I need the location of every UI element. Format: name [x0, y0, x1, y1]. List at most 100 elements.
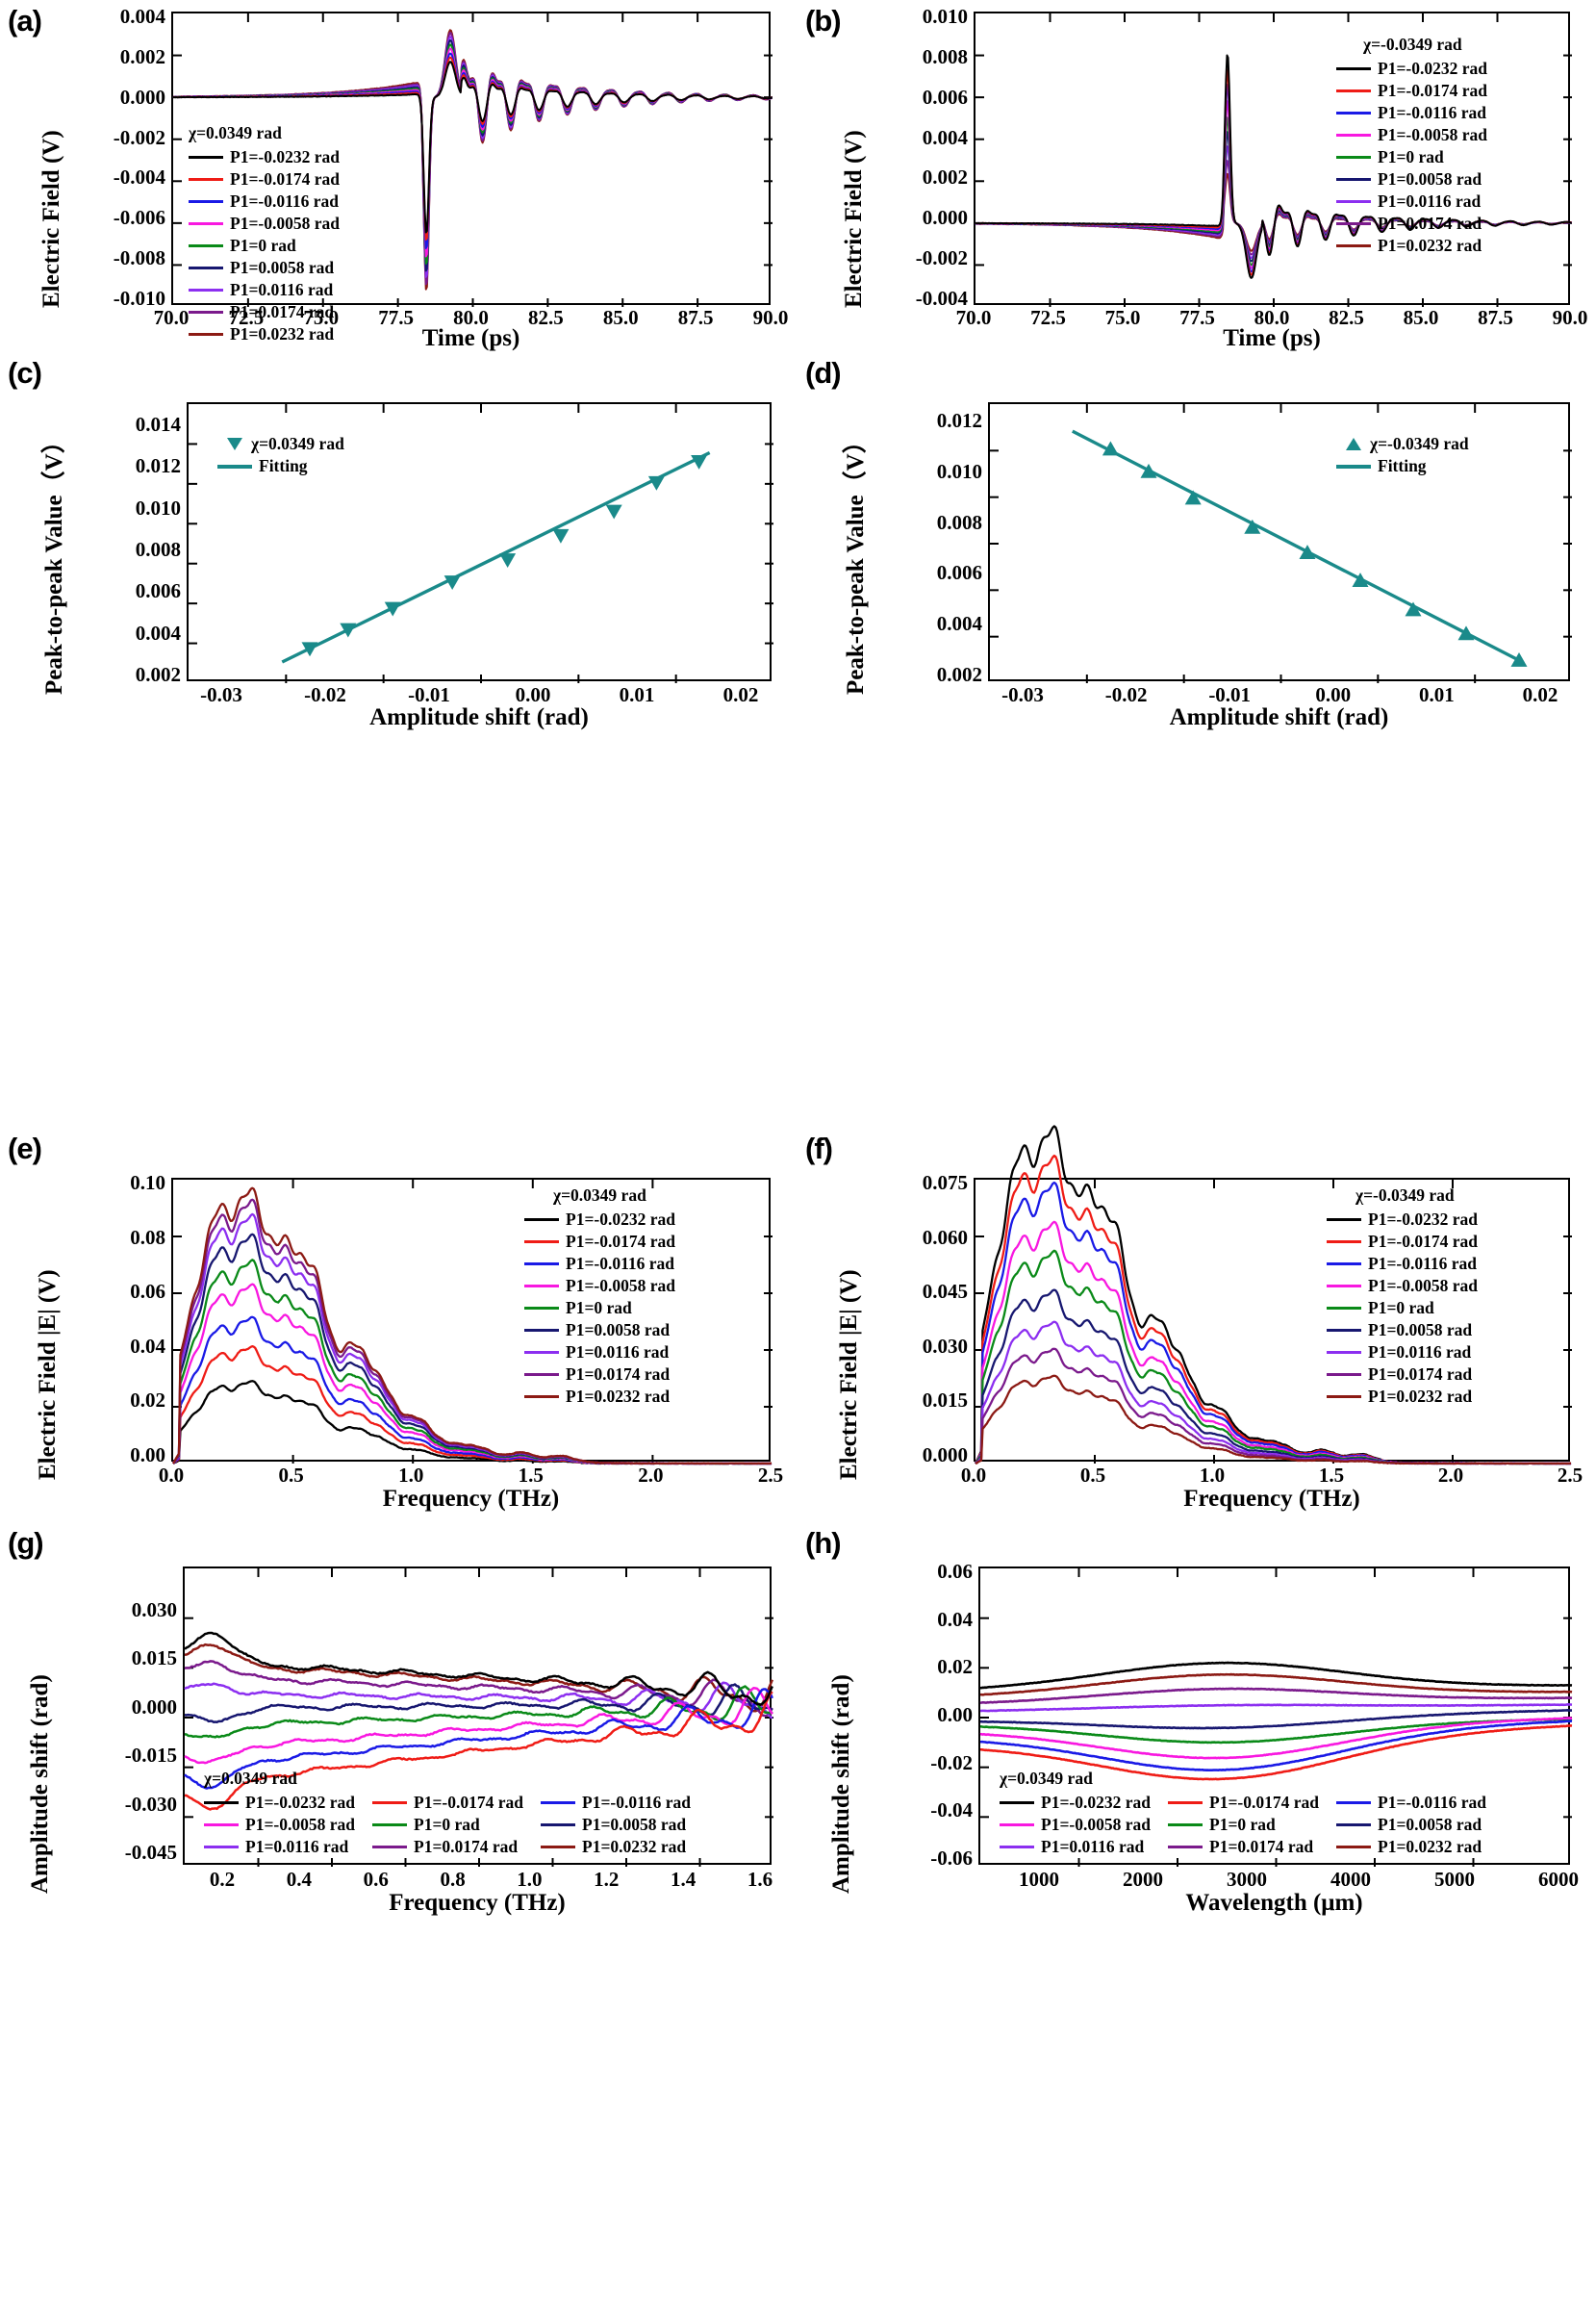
data-series-line — [979, 1687, 1573, 1705]
data-point-marker — [1140, 463, 1157, 478]
legend-color-swatch — [1168, 1800, 1203, 1805]
panel-c-label: (c) — [8, 356, 42, 390]
y-axis-tick-label: 0.006 — [922, 85, 968, 109]
panel-b-xlabel: Time (ps) — [1223, 325, 1321, 351]
legend-item-label: P1=0 rad — [230, 235, 296, 255]
panel-d-label: (d) — [805, 356, 842, 390]
x-axis-tick-label: 72.5 — [228, 306, 265, 329]
data-point-marker — [552, 528, 570, 544]
legend-item: P1=-0.0058 rad — [1327, 1275, 1478, 1297]
legend-color-swatch — [541, 1800, 575, 1805]
x-axis-tick-label: 0.8 — [440, 1868, 466, 1891]
data-series-line — [975, 1374, 1572, 1465]
data-series-line — [172, 1186, 773, 1465]
y-axis-tick-label: -0.06 — [930, 1847, 973, 1870]
panel-d-legend-label-data: χ=-0.0349 rad — [1370, 433, 1469, 453]
panel-c-legend-item-fit: Fitting — [217, 455, 344, 477]
panel-h: (h) Amplitude shift (rad) 0.06 0.04 0.02 0.… — [798, 1526, 1596, 1922]
panel-h-label: (h) — [805, 1526, 842, 1560]
x-axis-tick-label: 72.5 — [1030, 306, 1066, 329]
legend-item: P1=0.0232 rad — [541, 1836, 691, 1858]
x-axis-tick-label: 1.4 — [671, 1868, 697, 1891]
legend-item-label: P1=0.0116 rad — [1378, 191, 1482, 211]
legend-color-swatch — [524, 1239, 559, 1244]
panel-c-plot-frame — [187, 402, 773, 683]
x-axis-tick-label: 77.5 — [378, 306, 414, 329]
panel-f-label: (f) — [805, 1132, 833, 1165]
legend-color-swatch — [189, 155, 223, 160]
legend-item-label: P1=0.0232 rad — [1378, 235, 1482, 255]
x-axis-tick-label: 2000 — [1123, 1868, 1163, 1891]
legend-color-swatch — [1336, 89, 1371, 93]
x-axis-tick-label: 5000 — [1434, 1868, 1475, 1891]
y-axis-tick-label: -0.002 — [113, 125, 165, 149]
legend-item: P1=-0.0116 rad — [1336, 102, 1487, 124]
legend-color-swatch — [1327, 1394, 1361, 1399]
data-series-line — [975, 1181, 1572, 1465]
fit-line-swatch — [217, 464, 252, 469]
x-axis-tick-label: 90.0 — [1552, 306, 1588, 329]
x-axis-tick-label: -0.03 — [1001, 683, 1044, 706]
legend-item: P1=0.0116 rad — [204, 1836, 355, 1858]
legend-item-label: P1=0.0232 rad — [230, 323, 335, 344]
legend-item-label: P1=-0.0116 rad — [1378, 102, 1487, 122]
panel-d-legend-item-data: χ=-0.0349 rad — [1336, 433, 1469, 455]
legend-item: P1=-0.0058 rad — [189, 213, 340, 235]
y-axis-tick-label: 0.000 — [922, 1443, 968, 1466]
y-axis-tick-label: 0.004 — [135, 621, 181, 645]
panel-a-label: (a) — [8, 4, 42, 38]
legend-item-label: P1=-0.0174 rad — [1368, 1231, 1478, 1251]
x-axis-tick-label: 0.2 — [209, 1868, 236, 1891]
panel-d-plot-frame — [988, 402, 1572, 683]
legend-item: P1=0.0232 rad — [1336, 1836, 1486, 1858]
data-series-line — [172, 1283, 773, 1465]
legend-item-label: P1=-0.0232 rad — [1368, 1209, 1478, 1229]
down-triangle-marker-icon — [227, 438, 242, 450]
legend-color-swatch — [1336, 155, 1371, 160]
legend-item-label: P1=0.0116 rad — [1368, 1341, 1472, 1362]
legend-item: P1=0.0232 rad — [1336, 235, 1487, 257]
legend-item: P1=-0.0174 rad — [1336, 80, 1487, 102]
legend-color-swatch — [189, 332, 223, 337]
x-axis-tick-label: 0.00 — [1315, 683, 1352, 706]
panel-c-legend-item-data: χ=0.0349 rad — [217, 433, 344, 455]
legend-item: P1=0.0174 rad — [372, 1836, 523, 1858]
panel-f-chi-annotation: χ=-0.0349 rad — [1355, 1185, 1455, 1206]
legend-item-label: P1=-0.0174 rad — [230, 168, 340, 189]
legend-item: P1=-0.0232 rad — [204, 1792, 355, 1814]
legend-item-label: P1=0.0174 rad — [1378, 213, 1482, 233]
data-point-marker — [1510, 652, 1528, 667]
legend-color-swatch — [189, 288, 223, 293]
legend-color-swatch — [1336, 1822, 1371, 1827]
y-axis-tick-label: 0.10 — [130, 1171, 165, 1194]
legend-color-swatch — [1327, 1239, 1361, 1244]
panel-b-plot-frame — [974, 12, 1572, 307]
legend-item: P1=-0.0232 rad — [189, 146, 340, 168]
y-axis-tick-label: 0.008 — [936, 510, 982, 534]
y-axis-tick-label: -0.045 — [124, 1841, 177, 1864]
panel-d-legend-label-fit: Fitting — [1378, 455, 1427, 475]
x-axis-tick-label: 0.02 — [722, 683, 759, 706]
data-series-line — [979, 1709, 1573, 1730]
x-axis-tick-label: 70.0 — [955, 306, 992, 329]
data-series-line — [184, 1687, 773, 1765]
y-axis-tick-label: -0.006 — [113, 206, 165, 230]
y-axis-tick-label: 0.002 — [922, 166, 968, 190]
legend-item-label: P1=-0.0174 rad — [566, 1231, 675, 1251]
y-axis-tick-label: 0.012 — [936, 409, 982, 432]
legend-item: P1=-0.0058 rad — [1336, 124, 1487, 146]
panel-b-legend: χ=-0.0349 rad P1=-0.0232 rad P1=-0.0174 r… — [1336, 35, 1487, 257]
x-axis-tick-label: 90.0 — [752, 306, 789, 329]
legend-item-label: P1=0.0116 rad — [245, 1836, 349, 1856]
legend-item: P1=0 rad — [1168, 1814, 1319, 1836]
y-axis-tick-label: 0.004 — [922, 125, 968, 149]
legend-item-label: P1=0 rad — [1209, 1814, 1276, 1834]
panel-c-legend: χ=0.0349 rad Fitting — [217, 433, 344, 477]
legend-item: P1=-0.0116 rad — [541, 1792, 691, 1814]
y-axis-tick-label: -0.015 — [124, 1744, 177, 1768]
y-axis-tick-label: 0.000 — [131, 1694, 177, 1719]
panel-a-chi-annotation: χ=0.0349 rad — [189, 123, 282, 143]
legend-color-swatch — [1168, 1822, 1203, 1827]
panel-b: (b) Electric Field (V) 0.010 0.008 0.006 0.… — [798, 0, 1596, 356]
legend-item: P1=-0.0116 rad — [1327, 1253, 1478, 1275]
